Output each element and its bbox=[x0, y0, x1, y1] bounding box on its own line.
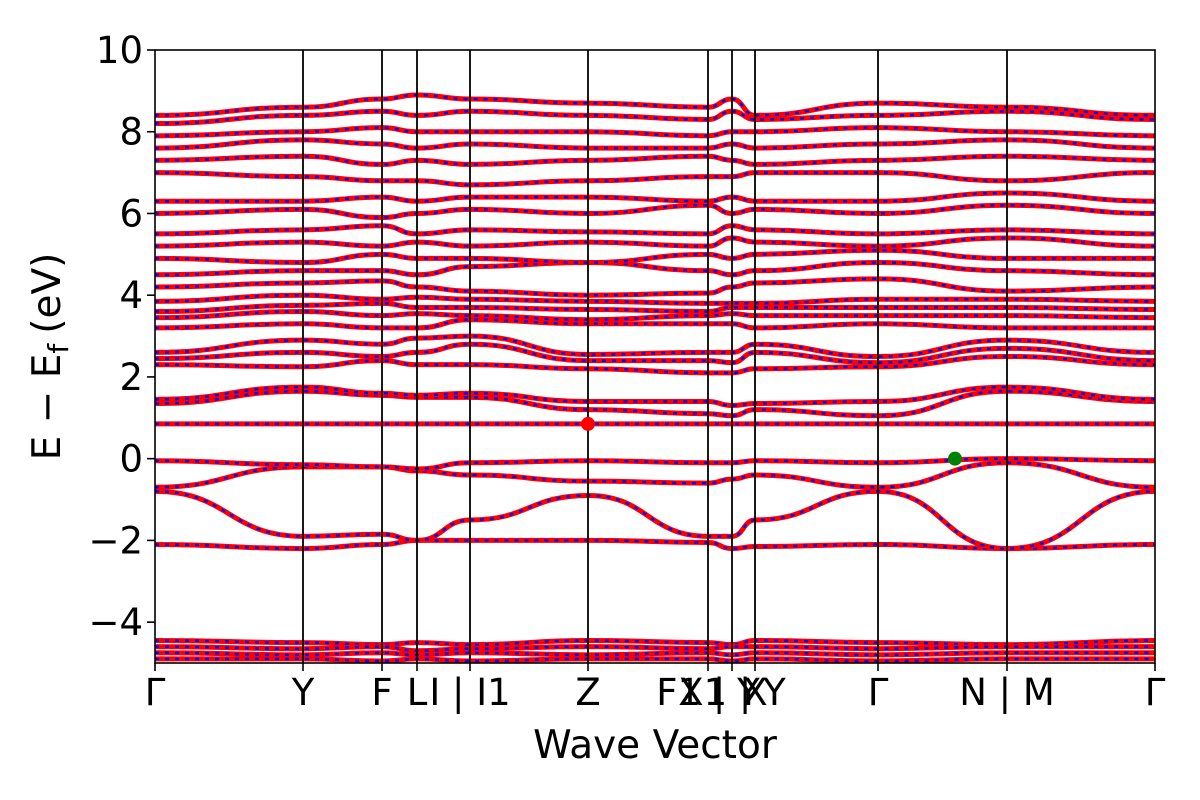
band-line-dotted-cb-5 bbox=[155, 334, 1155, 358]
band-line-dotted-cb-9 bbox=[155, 293, 1155, 305]
band-line-dotted-cb-11 bbox=[155, 261, 1155, 277]
y-tick-label: 10 bbox=[96, 29, 143, 72]
x-tick-label: L bbox=[407, 671, 428, 714]
band-line-dotted-cb-6 bbox=[155, 318, 1155, 330]
y-axis-label: E − Ef (eV) bbox=[25, 253, 75, 461]
y-axis: −4 −2 0 2 4 6 8 10 bbox=[88, 29, 155, 644]
x-tick-label: F bbox=[371, 671, 392, 714]
band-line-dotted-cb-2 bbox=[155, 385, 1155, 407]
plot-frame bbox=[154, 49, 1156, 664]
band-line-dotted-cb-3 bbox=[155, 355, 1155, 375]
y-axis-label-unit: (eV) bbox=[25, 253, 70, 334]
x-tick-label: I | I1 bbox=[429, 671, 510, 714]
band-edge-markers bbox=[581, 416, 962, 466]
x-tick-label: Γ bbox=[868, 671, 889, 714]
band-line-dotted-cb-16 bbox=[155, 191, 1155, 203]
band-line-dotted-cb-18 bbox=[155, 155, 1155, 166]
x-tick-label: X bbox=[742, 671, 767, 714]
bands-layer bbox=[155, 92, 1155, 663]
y-axis-label-subscript: f bbox=[42, 343, 75, 354]
x-tick-label: Γ bbox=[1145, 671, 1166, 714]
x-axis-label: Wave Vector bbox=[533, 723, 778, 768]
y-axis-label-main: E − E bbox=[25, 354, 70, 461]
y-tick-label: 0 bbox=[119, 438, 143, 481]
y-tick-label: −2 bbox=[88, 519, 143, 562]
y-tick-label: 8 bbox=[119, 111, 143, 154]
y-tick-label: 6 bbox=[119, 192, 143, 235]
band-line-dotted-cb-7 bbox=[155, 310, 1155, 321]
band-line-dotted-cb-12 bbox=[155, 248, 1155, 264]
x-tick-label: N | M bbox=[959, 671, 1055, 714]
band-line-cb-14 bbox=[155, 223, 1155, 237]
x-tick-label: Y bbox=[291, 671, 315, 714]
band-line-dotted-core-2 bbox=[155, 645, 1155, 652]
marker-cbm bbox=[581, 416, 595, 431]
band-line-dotted-core-4 bbox=[155, 657, 1155, 663]
band-line-dotted-cb-15 bbox=[155, 204, 1155, 219]
y-tick-label: 2 bbox=[119, 356, 143, 399]
y-tick-label: 4 bbox=[119, 274, 143, 317]
band-line-dotted-cb-17 bbox=[155, 171, 1155, 187]
band-line-dotted-core-3 bbox=[155, 651, 1155, 657]
band-line-dotted-cb-20 bbox=[155, 126, 1155, 138]
band-line-dotted-cb-8 bbox=[155, 302, 1155, 313]
band-line-cb-15 bbox=[155, 202, 1155, 221]
marker-vbm bbox=[948, 451, 962, 466]
kpath-lines bbox=[302, 50, 1008, 663]
band-line-dotted-cb-21 bbox=[155, 110, 1155, 125]
x-tick-label: Γ bbox=[145, 671, 166, 714]
x-tick-label: Z bbox=[575, 671, 600, 714]
band-line-dotted-cb-10 bbox=[155, 277, 1155, 297]
x-tick-label: F1 | Y bbox=[656, 671, 760, 714]
x-tick-label: X1 | Y bbox=[678, 671, 786, 714]
band-line-dotted-cb-19 bbox=[155, 138, 1155, 150]
band-line-dotted-vb-1 bbox=[155, 539, 1155, 550]
band-line-dotted-vb-2 bbox=[155, 490, 1155, 550]
band-line-dotted-vb-4 bbox=[155, 457, 1155, 471]
band-line-dotted-cb-22 bbox=[155, 93, 1155, 117]
band-line-cb-4 bbox=[155, 341, 1155, 366]
band-line-dotted-cb-1 bbox=[155, 389, 1155, 418]
band-line-dotted-cb-13 bbox=[155, 236, 1155, 248]
band-line-dotted-core-1 bbox=[155, 639, 1155, 646]
y-tick-label: −4 bbox=[88, 601, 143, 644]
